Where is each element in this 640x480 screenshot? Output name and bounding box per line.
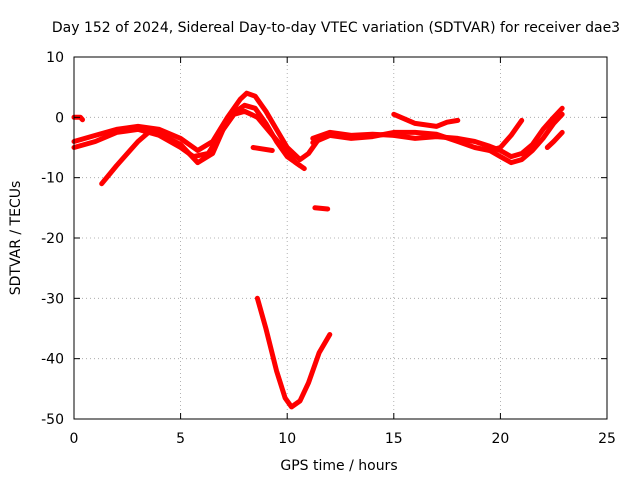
y-tick-label: -20 bbox=[41, 231, 64, 247]
plot-frame bbox=[73, 56, 608, 420]
y-tick-label: -30 bbox=[41, 291, 64, 307]
series-arc-8 bbox=[310, 105, 565, 160]
y-tick-label: -10 bbox=[41, 171, 64, 187]
series-arc-4 bbox=[99, 108, 307, 187]
series-arc-10 bbox=[391, 111, 461, 129]
series-arc-7 bbox=[254, 295, 333, 410]
data-series bbox=[71, 90, 565, 410]
y-tick-label: -50 bbox=[41, 412, 64, 428]
y-axis-label: SDTVAR / TECUs bbox=[8, 181, 24, 296]
series-arc-12 bbox=[544, 129, 565, 150]
grid-lines bbox=[74, 57, 607, 419]
x-tick-label: 25 bbox=[598, 431, 616, 447]
series-arc-11 bbox=[487, 117, 525, 153]
x-tick-label: 15 bbox=[385, 431, 403, 447]
x-tick-label: 5 bbox=[176, 431, 185, 447]
series-arc-5 bbox=[250, 145, 275, 153]
series-arc-2 bbox=[71, 90, 322, 163]
y-tick-label: 0 bbox=[55, 110, 64, 126]
chart-title: Day 152 of 2024, Sidereal Day-to-day VTE… bbox=[52, 20, 620, 36]
x-tick-label: 10 bbox=[278, 431, 296, 447]
x-tick-label: 20 bbox=[491, 431, 509, 447]
y-tick-label: 10 bbox=[46, 50, 64, 66]
series-arc-6 bbox=[312, 205, 331, 212]
series-arc-9 bbox=[310, 111, 565, 166]
x-axis-label: GPS time / hours bbox=[280, 458, 397, 474]
x-tick-label: 0 bbox=[70, 431, 79, 447]
axis-ticks: 0 5 10 15 20 25 10 0 -10 -20 -30 -40 -50 bbox=[41, 50, 616, 447]
y-tick-label: -40 bbox=[41, 352, 64, 368]
